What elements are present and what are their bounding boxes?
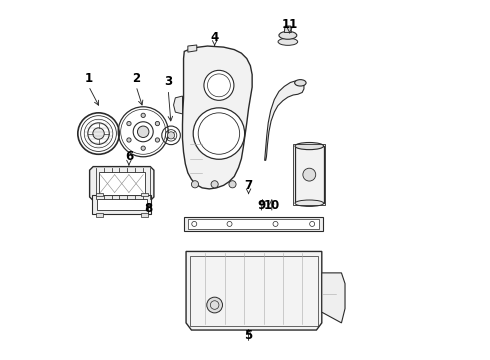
Text: 2: 2 xyxy=(132,72,140,85)
Circle shape xyxy=(207,297,222,313)
Ellipse shape xyxy=(294,80,306,86)
Bar xyxy=(184,217,323,231)
Bar xyxy=(190,256,318,326)
Circle shape xyxy=(141,146,146,150)
Polygon shape xyxy=(284,26,292,32)
Circle shape xyxy=(303,168,316,181)
Circle shape xyxy=(229,181,236,188)
Circle shape xyxy=(168,132,174,139)
Circle shape xyxy=(155,121,160,126)
Circle shape xyxy=(93,128,104,139)
Text: 4: 4 xyxy=(211,31,219,44)
Text: 11: 11 xyxy=(282,18,298,31)
Ellipse shape xyxy=(278,38,298,45)
Polygon shape xyxy=(265,81,304,160)
Bar xyxy=(98,172,145,195)
Ellipse shape xyxy=(295,143,323,150)
Circle shape xyxy=(204,70,234,100)
Bar xyxy=(188,219,318,229)
Circle shape xyxy=(192,181,198,188)
Polygon shape xyxy=(322,273,345,323)
Circle shape xyxy=(155,138,160,142)
Text: 8: 8 xyxy=(145,202,153,215)
Circle shape xyxy=(211,181,218,188)
Circle shape xyxy=(127,121,131,126)
Bar xyxy=(97,199,147,210)
Ellipse shape xyxy=(295,200,323,206)
Bar xyxy=(96,193,103,196)
Polygon shape xyxy=(186,251,322,330)
Polygon shape xyxy=(90,167,154,201)
Bar xyxy=(293,144,325,205)
Polygon shape xyxy=(188,45,197,52)
Bar xyxy=(93,195,151,214)
Bar xyxy=(141,213,148,217)
Bar xyxy=(295,146,323,203)
Bar xyxy=(141,193,148,196)
Text: 6: 6 xyxy=(125,150,133,163)
Text: 7: 7 xyxy=(245,179,253,192)
Circle shape xyxy=(127,138,131,142)
Circle shape xyxy=(193,108,245,159)
Polygon shape xyxy=(173,96,182,114)
Circle shape xyxy=(141,113,146,117)
Circle shape xyxy=(138,126,149,138)
Bar xyxy=(96,213,103,217)
Text: 5: 5 xyxy=(245,329,253,342)
Text: 1: 1 xyxy=(84,72,93,85)
Text: 3: 3 xyxy=(164,75,172,88)
Text: 9: 9 xyxy=(257,198,265,212)
Polygon shape xyxy=(182,46,252,189)
Ellipse shape xyxy=(279,31,297,39)
Text: 10: 10 xyxy=(264,198,280,212)
